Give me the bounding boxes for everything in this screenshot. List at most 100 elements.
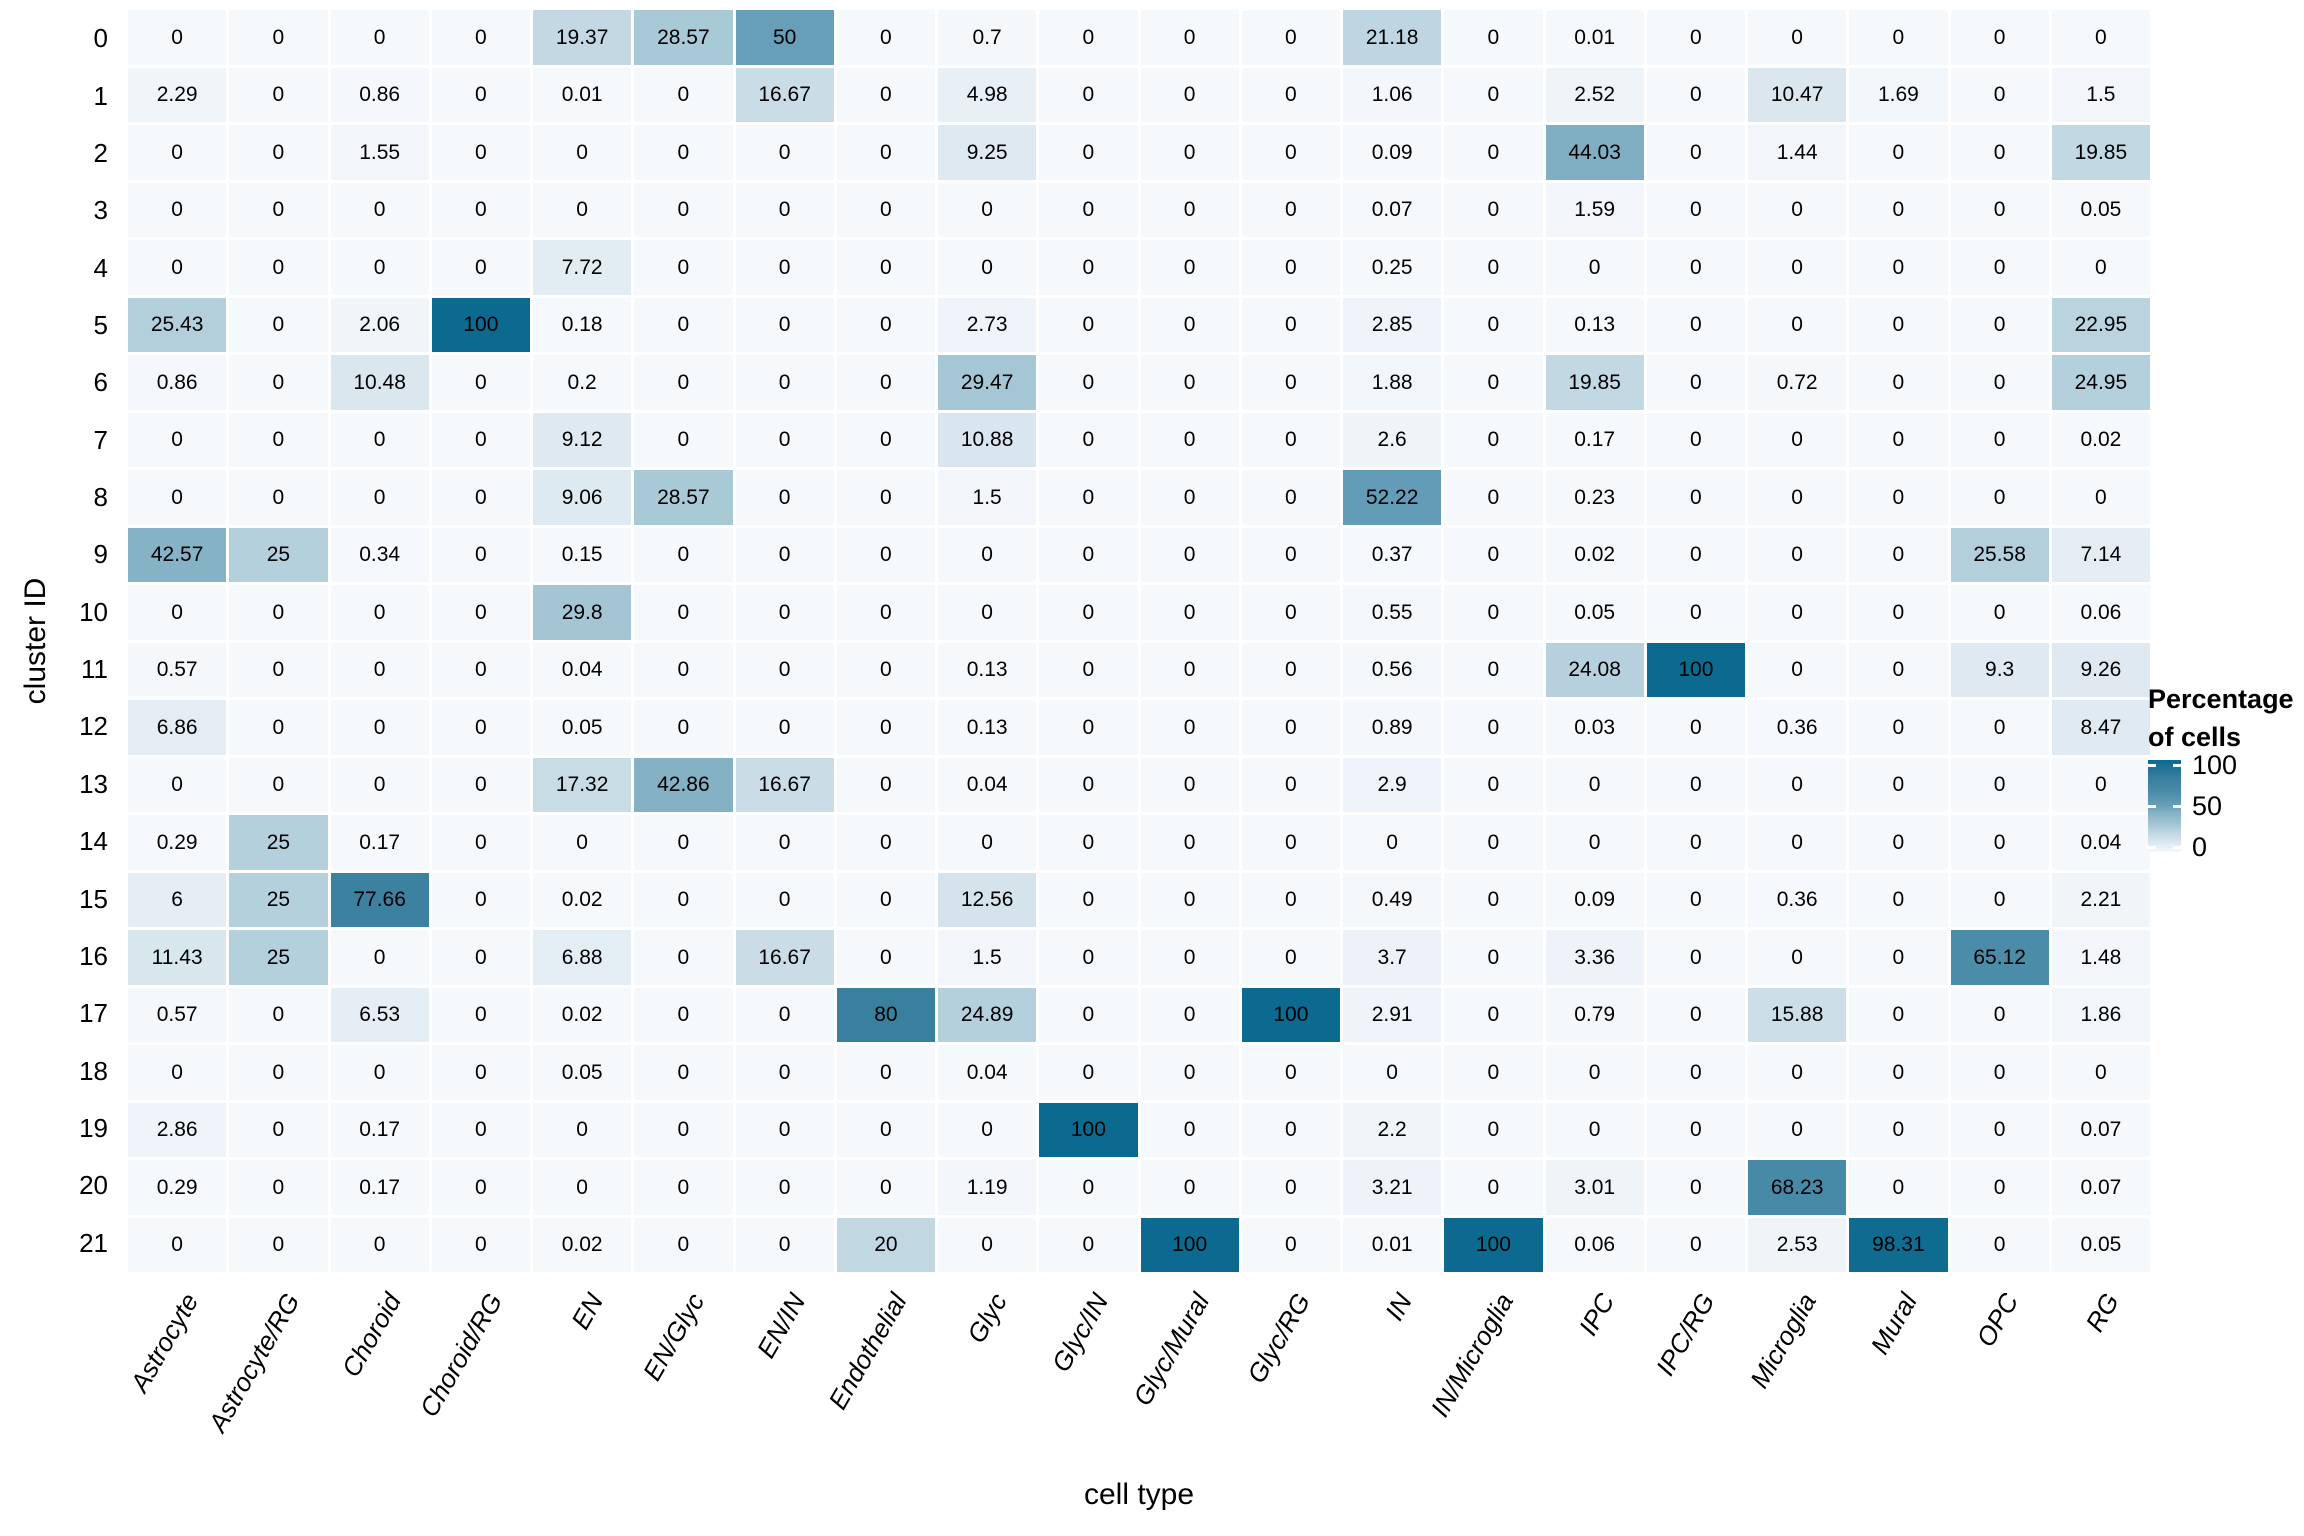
heatmap-cell: 0 bbox=[2051, 10, 2150, 65]
heatmap-cell: 0 bbox=[1241, 930, 1340, 985]
heatmap-cell: 0 bbox=[735, 987, 834, 1042]
row-label: 6 bbox=[93, 367, 108, 398]
heatmap-cell: 0 bbox=[2051, 470, 2150, 525]
column-label: Choroid/RG bbox=[413, 1288, 508, 1422]
heatmap-cell: 0 bbox=[735, 1160, 834, 1215]
heatmap-cell: 0 bbox=[1444, 67, 1543, 122]
column-label: Glyc bbox=[961, 1288, 1014, 1349]
heatmap-cell: 1.44 bbox=[1748, 125, 1847, 180]
heatmap-cell: 0 bbox=[1444, 872, 1543, 927]
heatmap-cell: 0 bbox=[1444, 10, 1543, 65]
heatmap-cell: 0 bbox=[128, 412, 227, 467]
heatmap-cell: 0 bbox=[431, 1045, 530, 1100]
column-label: EN bbox=[564, 1288, 609, 1335]
heatmap-cell: 25.58 bbox=[1950, 527, 2049, 582]
heatmap-cell: 0 bbox=[1241, 815, 1340, 870]
row-label: 2 bbox=[93, 137, 108, 168]
heatmap-cell: 0 bbox=[1849, 10, 1948, 65]
heatmap-cell: 0 bbox=[431, 527, 530, 582]
heatmap-cell: 0.05 bbox=[1545, 585, 1644, 640]
heatmap-cell: 0.07 bbox=[2051, 1160, 2150, 1215]
heatmap-cell: 0.49 bbox=[1343, 872, 1442, 927]
row-label: 4 bbox=[93, 252, 108, 283]
heatmap-cell: 0 bbox=[1039, 930, 1138, 985]
heatmap-cell: 0 bbox=[938, 815, 1037, 870]
heatmap-cell: 0 bbox=[1646, 585, 1745, 640]
heatmap-cell: 0 bbox=[634, 527, 733, 582]
heatmap-cell: 6 bbox=[128, 872, 227, 927]
heatmap-cell: 0 bbox=[1241, 527, 1340, 582]
heatmap-cell: 0 bbox=[229, 470, 328, 525]
heatmap-cell: 25 bbox=[229, 872, 328, 927]
heatmap-cell: 0 bbox=[836, 67, 935, 122]
legend-tick-label: 100 bbox=[2192, 750, 2238, 780]
heatmap-cell: 0 bbox=[1545, 1045, 1644, 1100]
heatmap-cell: 0 bbox=[836, 182, 935, 237]
heatmap-cell: 0 bbox=[431, 757, 530, 812]
heatmap-cell: 0 bbox=[1646, 470, 1745, 525]
heatmap-cell: 0 bbox=[836, 930, 935, 985]
heatmap-cell: 0 bbox=[1140, 1160, 1239, 1215]
heatmap-cell: 0 bbox=[1444, 1160, 1543, 1215]
heatmap-cell: 0.06 bbox=[1545, 1217, 1644, 1272]
heatmap-cell: 0.89 bbox=[1343, 700, 1442, 755]
heatmap-cell: 0 bbox=[634, 930, 733, 985]
column-label: Astrocyte bbox=[124, 1288, 205, 1397]
heatmap-cell: 0 bbox=[229, 355, 328, 410]
heatmap-cell: 0 bbox=[1849, 182, 1948, 237]
heatmap-cell: 0 bbox=[634, 412, 733, 467]
legend-tick-mark bbox=[2173, 804, 2181, 808]
heatmap-cell: 0 bbox=[836, 872, 935, 927]
heatmap-cell: 0 bbox=[1950, 815, 2049, 870]
heatmap-cell: 0 bbox=[1140, 297, 1239, 352]
heatmap-cell: 0 bbox=[1646, 67, 1745, 122]
legend-tick-label: 50 bbox=[2192, 791, 2223, 821]
heatmap-cell: 0 bbox=[1646, 297, 1745, 352]
heatmap-cell: 0 bbox=[1950, 470, 2049, 525]
heatmap-cell: 0.79 bbox=[1545, 987, 1644, 1042]
heatmap-cell: 0 bbox=[634, 1160, 733, 1215]
heatmap-cell: 0 bbox=[1950, 700, 2049, 755]
row-label: 11 bbox=[81, 654, 108, 685]
heatmap-cell: 0 bbox=[1950, 182, 2049, 237]
heatmap-cell: 0 bbox=[1039, 1160, 1138, 1215]
column-label: EN/Glyc bbox=[636, 1288, 711, 1386]
heatmap-cell: 0.17 bbox=[330, 1160, 429, 1215]
heatmap-cell: 0 bbox=[431, 815, 530, 870]
heatmap-cell: 0 bbox=[735, 642, 834, 697]
heatmap-cell: 0 bbox=[1545, 757, 1644, 812]
heatmap-cell: 1.69 bbox=[1849, 67, 1948, 122]
column-label: Glyc/Mural bbox=[1127, 1288, 1216, 1411]
heatmap-cell: 0 bbox=[1140, 1045, 1239, 1100]
legend-tick-mark bbox=[2173, 845, 2181, 849]
heatmap-cell: 0.55 bbox=[1343, 585, 1442, 640]
heatmap-cell: 0 bbox=[938, 585, 1037, 640]
heatmap-cell: 0 bbox=[1646, 182, 1745, 237]
heatmap-cell: 0 bbox=[836, 1045, 935, 1100]
heatmap-cell: 0.15 bbox=[533, 527, 632, 582]
heatmap-cell: 0 bbox=[1140, 240, 1239, 295]
heatmap-cell: 0 bbox=[1849, 642, 1948, 697]
heatmap-cell: 0 bbox=[330, 757, 429, 812]
heatmap-cell: 0 bbox=[229, 412, 328, 467]
heatmap-cell: 29.47 bbox=[938, 355, 1037, 410]
heatmap-cell: 19.85 bbox=[2051, 125, 2150, 180]
heatmap-cell: 0.04 bbox=[533, 642, 632, 697]
heatmap-cell: 1.06 bbox=[1343, 67, 1442, 122]
heatmap-cell: 0 bbox=[330, 412, 429, 467]
column-label: IPC bbox=[1572, 1288, 1620, 1341]
heatmap-cell: 6.53 bbox=[330, 987, 429, 1042]
heatmap-cell: 0 bbox=[634, 1045, 733, 1100]
heatmap-cell: 0 bbox=[2051, 240, 2150, 295]
heatmap-cell: 0 bbox=[634, 872, 733, 927]
heatmap-cell: 0 bbox=[1646, 125, 1745, 180]
heatmap-cell: 0 bbox=[1039, 240, 1138, 295]
column-labels: Astrocyte Astrocyte/RG Choroid Choroid/RG EN… bbox=[124, 1280, 2150, 1490]
heatmap-cell: 0 bbox=[836, 412, 935, 467]
heatmap-cell: 16.67 bbox=[735, 930, 834, 985]
heatmap-cell: 0 bbox=[1444, 757, 1543, 812]
legend-body: 100 50 0 bbox=[2148, 750, 2304, 862]
heatmap-cell: 0 bbox=[330, 642, 429, 697]
heatmap-cell: 0 bbox=[1444, 182, 1543, 237]
heatmap-cell: 0 bbox=[431, 585, 530, 640]
